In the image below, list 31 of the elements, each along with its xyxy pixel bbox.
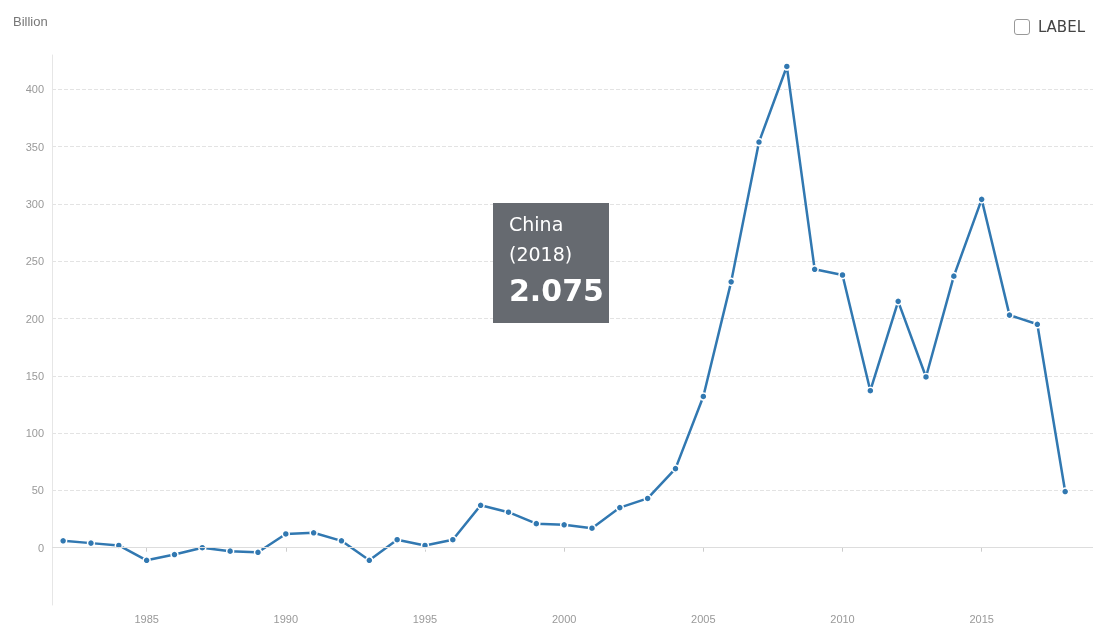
point	[532, 519, 541, 528]
point	[420, 541, 430, 550]
point	[1005, 310, 1014, 320]
y-tick-label: 400	[25, 83, 44, 96]
y-tick-label: 150	[25, 369, 44, 382]
point	[615, 503, 625, 512]
point	[671, 464, 680, 473]
y-tick-label: 300	[25, 197, 44, 210]
y-tick-label: 250	[25, 255, 44, 268]
y-tick-label: 350	[25, 140, 44, 153]
y-tick-label: 200	[25, 312, 44, 325]
y-tick-label: 50	[31, 484, 44, 497]
point	[476, 501, 485, 510]
x-tick-label: 1995	[412, 612, 438, 625]
point	[170, 550, 179, 559]
annotation: (2018)	[509, 242, 574, 267]
point	[1060, 487, 1070, 496]
y-axis-title: Billion	[13, 14, 48, 29]
point	[643, 494, 652, 503]
point	[448, 535, 458, 544]
x-tick-label: 1990	[273, 612, 299, 625]
y-tick-label: 0	[37, 541, 44, 554]
text: LABEL	[1037, 18, 1085, 36]
annotation: China	[509, 212, 565, 237]
x-tick-label: 2010	[830, 612, 855, 625]
x-tick-label: 1985	[134, 612, 159, 625]
annotation: 2.075	[509, 272, 604, 310]
x-tick-label: 2005	[691, 612, 716, 625]
x-tick-label: 2015	[969, 612, 994, 625]
y-tick-label: 100	[25, 427, 44, 440]
x-tick-label: 2000	[551, 612, 577, 625]
